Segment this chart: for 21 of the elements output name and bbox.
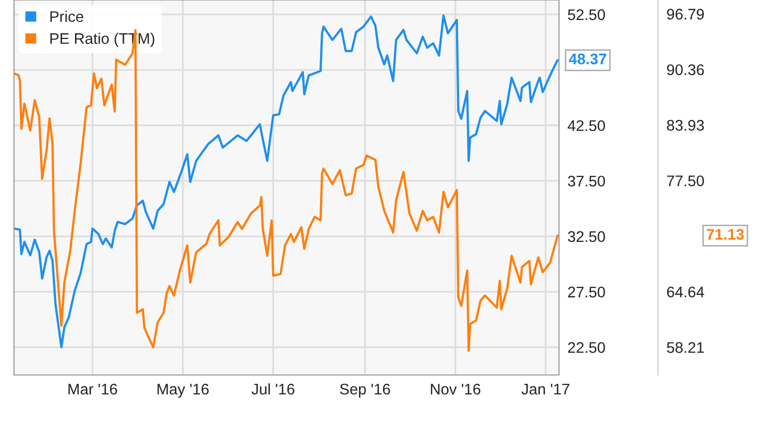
y-tick-label: 52.50: [568, 9, 605, 20]
text: 48.37: [568, 54, 606, 64]
x-tick-label: Mar '16: [68, 384, 118, 395]
y-tick-label: 22.50: [568, 342, 605, 353]
y2-tick-label: 96.79: [667, 8, 704, 20]
x-tick-label: May '16: [158, 384, 209, 398]
legend-label: Price: [50, 10, 84, 22]
y2-tick-label: 64.64: [667, 286, 704, 298]
x-tick-label: Jan '17: [522, 384, 570, 395]
x-tick-label: Sep '16: [340, 384, 390, 398]
y-tick-label: 37.50: [568, 176, 605, 187]
text: 71.13: [706, 228, 744, 240]
y-tick-label: 27.50: [568, 286, 605, 298]
y2-tick-label: 83.93: [666, 120, 704, 131]
y2-tick-label: 58.21: [666, 342, 704, 353]
y2-tick-label: 90.36: [667, 64, 704, 76]
y2-tick-label: 77.50: [667, 175, 704, 186]
y-tick-label: 42.50: [568, 120, 605, 132]
x-tick-label: Nov '16: [430, 384, 480, 395]
x-tick-label: Jul '16: [252, 383, 294, 395]
y-tick-label: 32.50: [568, 231, 605, 242]
